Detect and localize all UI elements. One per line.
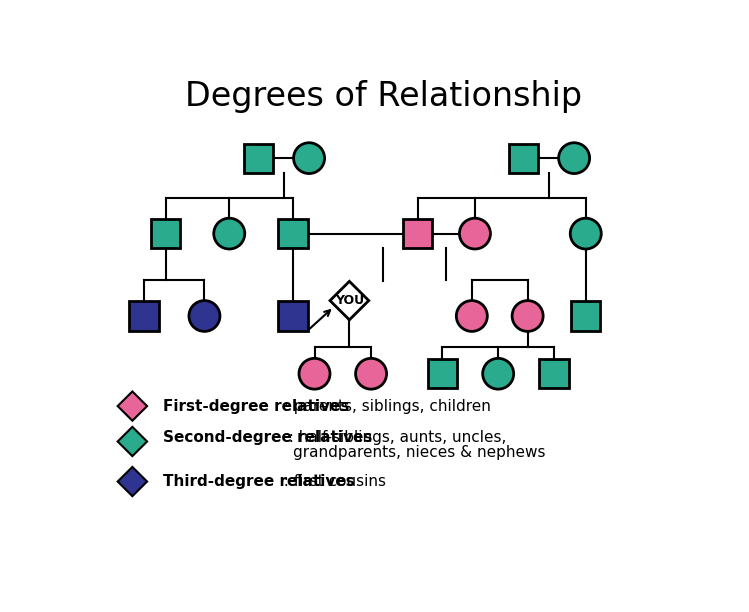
Bar bbox=[571, 301, 601, 330]
Polygon shape bbox=[330, 282, 369, 320]
Text: : parents, siblings, children: : parents, siblings, children bbox=[274, 398, 491, 414]
Bar bbox=[428, 359, 457, 389]
Circle shape bbox=[213, 218, 245, 249]
Text: YOU: YOU bbox=[335, 294, 364, 307]
Polygon shape bbox=[118, 427, 147, 456]
Bar bbox=[403, 219, 432, 248]
Bar bbox=[244, 143, 273, 173]
Circle shape bbox=[512, 300, 543, 331]
Circle shape bbox=[482, 359, 514, 389]
Text: Third-degree relatives: Third-degree relatives bbox=[163, 474, 355, 489]
Text: First-degree relatives: First-degree relatives bbox=[163, 398, 350, 414]
Bar bbox=[509, 143, 539, 173]
Circle shape bbox=[294, 143, 324, 174]
Circle shape bbox=[559, 143, 589, 174]
Text: : half-siblings, aunts, uncles,: : half-siblings, aunts, uncles, bbox=[279, 430, 506, 445]
Circle shape bbox=[456, 300, 488, 331]
Circle shape bbox=[299, 359, 330, 389]
Polygon shape bbox=[118, 392, 147, 420]
Text: grandparents, nieces & nephews: grandparents, nieces & nephews bbox=[293, 445, 546, 460]
Circle shape bbox=[459, 218, 491, 249]
Text: Degrees of Relationship: Degrees of Relationship bbox=[185, 80, 582, 113]
Bar bbox=[278, 219, 308, 248]
Circle shape bbox=[189, 300, 220, 331]
Bar bbox=[151, 219, 181, 248]
Text: Second-degree relatives: Second-degree relatives bbox=[163, 430, 373, 445]
Bar bbox=[130, 301, 159, 330]
Circle shape bbox=[356, 359, 386, 389]
Bar bbox=[278, 301, 308, 330]
Bar bbox=[539, 359, 568, 389]
Text: : first cousins: : first cousins bbox=[274, 474, 386, 489]
Polygon shape bbox=[118, 467, 147, 496]
Circle shape bbox=[570, 218, 601, 249]
